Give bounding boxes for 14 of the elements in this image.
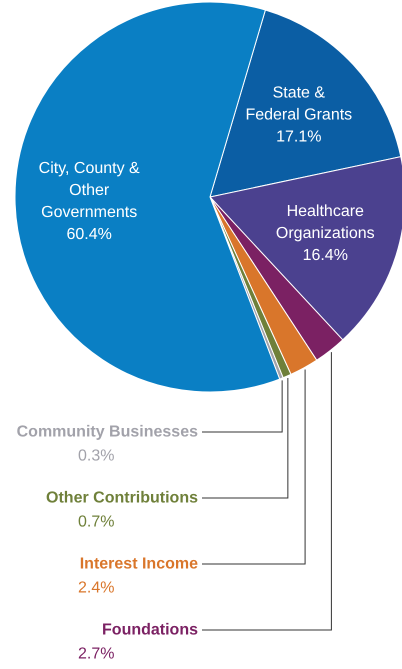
data-label: 2.4%	[78, 580, 114, 596]
slice-label: Healthcare Organizations	[276, 203, 375, 242]
slice-label: Foundations	[102, 622, 198, 638]
slice-label: Interest Income	[80, 556, 198, 572]
slice-label: State & Federal Grants	[245, 84, 352, 124]
slice-label: Other Contributions	[46, 490, 198, 506]
slice-label: Community Businesses	[16, 424, 198, 440]
data-label: 2.7%	[78, 646, 114, 662]
data-label: 0.7%	[78, 514, 114, 530]
data-label: 17.1%	[276, 128, 322, 146]
data-label: 0.3%	[78, 448, 114, 464]
slice-label: City, County & Other Governments	[38, 160, 140, 222]
data-label: 60.4%	[66, 226, 112, 244]
data-label: 16.4%	[302, 247, 348, 264]
